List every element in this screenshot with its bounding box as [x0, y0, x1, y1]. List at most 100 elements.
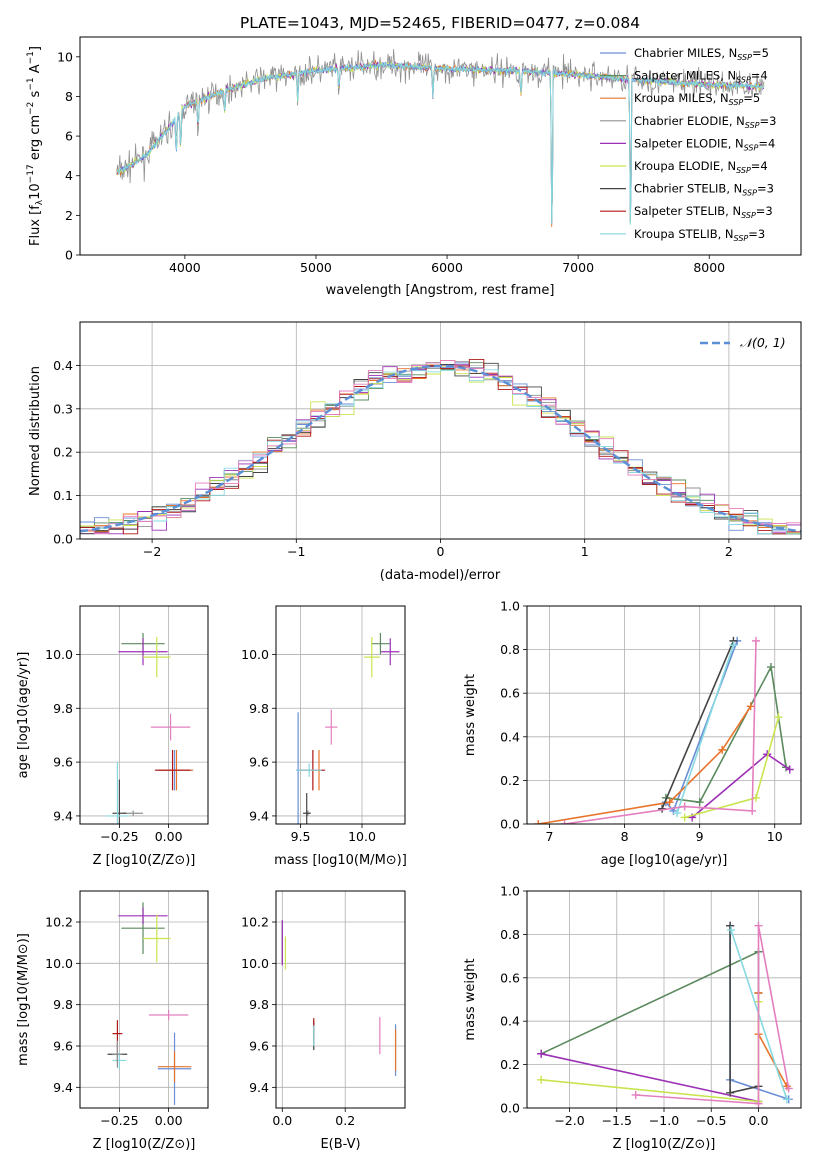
- weight-marker: [746, 702, 755, 711]
- weight-marker: [680, 813, 689, 822]
- mass_weight_vs_age-plot-area: [534, 636, 794, 824]
- legend-label-sub: SSP: [734, 234, 749, 243]
- mass_weight_vs_age-panel: 7 8 9 10 0.0 0.2 0.4 0.6 0.8 1.0 age [log10(age/yr…: [463, 599, 802, 868]
- legend-label: Salpeter MILES, NSSP=4: [634, 69, 768, 85]
- age_vs_Z-plot-area: [105, 632, 194, 824]
- weight-marker: [727, 926, 736, 935]
- y-tick-label: 0.4: [500, 729, 520, 744]
- x-tick-label: −0.25: [100, 1113, 138, 1128]
- y-tick-label: 2: [65, 208, 73, 223]
- y-axis-label-part: 10: [28, 183, 43, 200]
- weight-marker: [751, 793, 760, 802]
- y-tick-label: 0.3: [53, 401, 73, 416]
- spectrum-panel: 4000 5000 6000 7000 8000 0 2 4 6 8 10 Chabrier MILE…: [26, 36, 802, 298]
- y-tick-label: 0.6: [500, 686, 520, 701]
- legend-label-main: Salpeter MILES, N: [634, 69, 736, 83]
- y-tick-label: 0.6: [500, 970, 520, 985]
- legend-label: Salpeter ELODIE, NSSP=4: [634, 136, 775, 152]
- x-tick-label: −0.5: [696, 1113, 726, 1128]
- weight-marker: [631, 1090, 640, 1099]
- x-tick-label: −2.0: [554, 1113, 584, 1128]
- y-tick-label: 9.8: [249, 701, 269, 716]
- x-tick-label: 5000: [300, 260, 332, 275]
- weight-line: [538, 705, 752, 824]
- y-tick-label: 10.2: [45, 915, 73, 930]
- x-tick-label: 0.0: [749, 1113, 769, 1128]
- x-tick-label: −1.5: [602, 1113, 632, 1128]
- legend-label-main: Salpeter ELODIE, N: [634, 136, 744, 150]
- mass_vs_EBV-panel: 0.0 0.2 9.4 9.6 9.8 10.0 10.2 E(B-V): [241, 890, 406, 1152]
- y-tick-label: 9.4: [249, 1080, 269, 1095]
- age_vs_mass-panel: 9.5 10.0 9.4 9.6 9.8 10.0 mass [log10(M/M⊙)]: [241, 605, 407, 868]
- x-tick-label: 9: [696, 829, 704, 844]
- weight-line: [676, 644, 735, 814]
- x-tick-label: −1.0: [649, 1113, 679, 1128]
- legend: 𝒩(0, 1): [700, 335, 786, 350]
- legend-label: Chabrier MILES, NSSP=5: [634, 46, 769, 62]
- legend-label-main: Chabrier MILES, N: [634, 46, 737, 60]
- legend-label: Chabrier STELIB, NSSP=3: [634, 182, 774, 198]
- y-tick-label: 9.6: [249, 1039, 269, 1054]
- y-tick-label: 1.0: [500, 599, 520, 614]
- x-tick-label: 7: [546, 829, 554, 844]
- y-tick-label: 9.8: [53, 997, 73, 1012]
- axes-frame: [79, 605, 209, 825]
- legend-label-main: Kroupa ELODIE, N: [634, 159, 736, 173]
- legend-label-sub: SSP: [729, 98, 744, 107]
- legend-label-sub: SSP: [737, 53, 752, 62]
- weight-line: [541, 1001, 760, 1103]
- legend-label-main: Kroupa STELIB, N: [634, 227, 734, 241]
- weight-marker: [537, 1049, 546, 1058]
- weight-line: [757, 993, 788, 1087]
- y-axis-label-part: ]: [28, 46, 43, 51]
- y-tick-label: 9.4: [53, 808, 73, 823]
- legend-label: Kroupa STELIB, NSSP=3: [634, 227, 765, 243]
- histogram-line: [80, 360, 801, 539]
- mass_weight_vs_Z-plot-area: [537, 921, 793, 1108]
- y-tick-label: 0.0: [500, 817, 520, 832]
- y-tick-label: 6: [65, 129, 73, 144]
- x-axis-label: Z [log10(Z/Z⊙)]: [93, 1137, 196, 1152]
- legend-label: Salpeter STELIB, NSSP=3: [634, 204, 773, 220]
- x-axis-label: Z [log10(Z/Z⊙)]: [613, 1137, 716, 1152]
- legend-label-main: Kroupa MILES, N: [634, 91, 729, 105]
- x-tick-label: 0.00: [155, 829, 183, 844]
- weight-marker: [754, 921, 763, 930]
- y-axis-label-part: λ: [35, 199, 45, 205]
- weight-line: [729, 925, 759, 1094]
- legend-label: Chabrier ELODIE, NSSP=3: [634, 114, 776, 130]
- x-tick-label: −2: [143, 544, 161, 559]
- y-tick-label: 9.6: [53, 755, 73, 770]
- legend-label-sub: SSP: [736, 76, 751, 85]
- y-tick-label: 10.0: [45, 647, 73, 662]
- weight-marker: [754, 1099, 763, 1108]
- age_vs_mass-plot-area: [296, 632, 400, 824]
- x-tick-label: 2: [725, 544, 733, 559]
- x-axis-label: mass [log10(M/M⊙)]: [274, 853, 407, 868]
- y-tick-label: 10.0: [241, 956, 269, 971]
- weight-line: [564, 640, 757, 824]
- x-axis-label: E(B-V): [320, 1137, 360, 1152]
- y-tick-label: 0.2: [53, 445, 73, 460]
- legend-label-tail: =3: [760, 114, 777, 128]
- weight-line: [540, 950, 760, 1055]
- y-axis-label: mass weight: [463, 958, 478, 1040]
- weight-marker: [537, 1075, 546, 1084]
- spectrum-plot-area: [116, 49, 765, 227]
- y-tick-label: 9.8: [53, 701, 73, 716]
- axes-frame: [79, 36, 802, 256]
- x-tick-label: −1: [287, 544, 305, 559]
- y-tick-label: 9.6: [53, 1039, 73, 1054]
- legend-label-sub: SSP: [741, 211, 756, 220]
- y-tick-label: 10.2: [241, 915, 269, 930]
- legend-label-tail: =5: [743, 91, 760, 105]
- x-axis-label: Z [log10(Z/Z⊙)]: [93, 853, 196, 868]
- y-tick-label: 8: [65, 89, 73, 104]
- y-tick-label: 9.6: [249, 755, 269, 770]
- y-tick-label: 10: [57, 49, 73, 64]
- weight-marker: [726, 1088, 735, 1097]
- mass_vs_Z-panel: −0.25 0.00 9.4 9.6 9.8 10.0 10.2 Z [log10(Z/Z⊙)…: [16, 890, 209, 1152]
- legend-label-tail: =3: [756, 204, 773, 218]
- x-tick-label: 7000: [562, 260, 594, 275]
- weight-marker: [534, 820, 543, 824]
